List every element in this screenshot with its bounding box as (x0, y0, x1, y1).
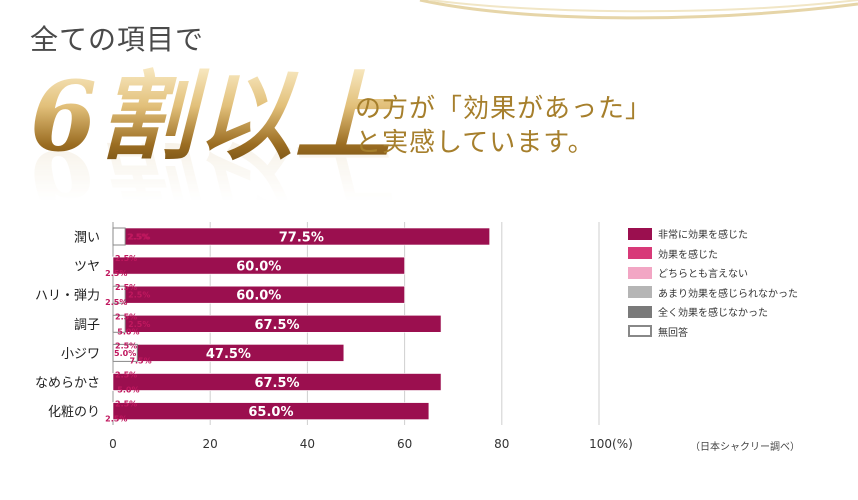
data-label: 2.5% (115, 400, 137, 409)
x-tick-label: 40 (300, 437, 315, 451)
data-label: 2.5% (105, 415, 127, 424)
category-label: 化粧のり (48, 405, 100, 420)
legend-item: 無回答 (628, 322, 798, 342)
legend-item: 効果を感じた (628, 244, 798, 264)
legend-swatch (628, 305, 652, 318)
category-label: 潤い (74, 231, 100, 246)
data-label: 2.5% (127, 233, 149, 242)
bar-segment (112, 285, 126, 304)
data-label: 2.5% (115, 283, 137, 292)
legend-item: 全く効果を感じなかった (628, 302, 798, 322)
x-tick-label: 80 (494, 437, 509, 451)
x-tick-label: 0 (109, 437, 117, 451)
bar-segment (112, 402, 430, 420)
data-label: 65.0% (248, 405, 293, 420)
legend-label: 非常に効果を感じた (658, 230, 748, 242)
data-label: 2.5% (105, 269, 127, 278)
legend-label: どちらとも言えない (658, 269, 748, 281)
headline-sub-line2: と実感しています。 (355, 128, 595, 158)
headline-sub: の方が「効果があった」 と実感しています。 (355, 92, 652, 160)
data-label: 7.5% (129, 356, 151, 365)
legend: 非常に効果を感じた 効果を感じたどちらとも言えないあまり効果を感じられなかった 全く… (628, 224, 798, 341)
data-label: 2.5% (115, 254, 137, 263)
legend-label: 無回答 (658, 327, 688, 339)
source-note: （日本シャクリー調べ） (690, 442, 800, 453)
legend-swatch (628, 247, 652, 260)
category-label: ハリ・弾力 (35, 289, 100, 304)
data-label: 67.5% (254, 376, 299, 391)
category-label: 調子 (74, 318, 100, 333)
category-label: なめらかさ (35, 376, 100, 391)
legend-label: 効果を感じた (658, 249, 718, 261)
data-label: 2.5% (115, 341, 137, 350)
legend-item: 非常に効果を感じた (628, 224, 798, 244)
x-tick-label: 100(%) (589, 437, 633, 451)
decorative-swoosh (419, 0, 858, 20)
data-label: 5.0% (117, 386, 139, 395)
bar-segment (112, 227, 126, 246)
data-label: 2.5% (128, 320, 150, 329)
data-label: 5.0% (114, 349, 136, 358)
legend-item: あまり効果を感じられなかった (628, 283, 798, 303)
data-label: 47.5% (206, 347, 251, 362)
data-label: 77.5% (279, 231, 324, 246)
legend-swatch (628, 266, 652, 279)
legend-swatch (628, 325, 652, 338)
data-label: 2.5% (115, 312, 137, 321)
x-tick-label: 20 (203, 437, 218, 451)
legend-item: どちらとも言えない (628, 263, 798, 283)
category-label: 小ジワ (61, 347, 100, 362)
data-label: 2.5% (128, 291, 150, 300)
headline-lead: 全ての項目で (30, 23, 205, 56)
data-label: 60.0% (236, 260, 281, 275)
headline-big: 6割以上 (30, 60, 393, 173)
data-label: 2.5% (128, 233, 150, 242)
legend-label: 全く効果を感じなかった (658, 308, 768, 320)
headline-sub-line1: の方が「効果があった」 (355, 94, 653, 124)
bar-segment (112, 314, 126, 333)
legend-label: あまり効果を感じられなかった (658, 288, 798, 300)
data-label: 2.5% (115, 371, 137, 380)
data-label: 67.5% (254, 318, 299, 333)
legend-swatch (628, 286, 652, 299)
x-tick-label: 60 (397, 437, 412, 451)
bar-segment (112, 343, 138, 362)
data-label: 60.0% (236, 289, 281, 304)
bar-segment (112, 256, 405, 275)
category-label: ツヤ (74, 260, 100, 275)
data-label: 5.0% (117, 327, 139, 336)
data-label: 2.5% (105, 298, 127, 307)
bar-segment (112, 373, 442, 391)
legend-swatch (628, 227, 652, 240)
